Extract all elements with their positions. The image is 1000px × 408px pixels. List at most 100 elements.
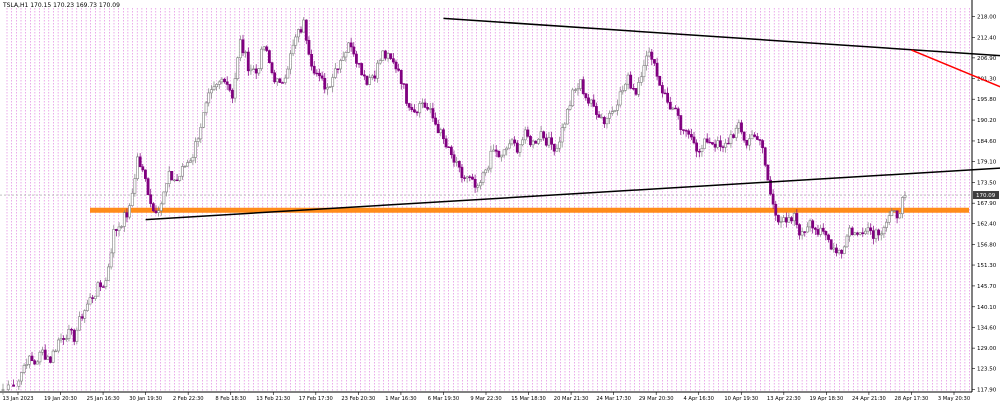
candle [270,62,274,74]
candle [302,19,306,33]
candle [93,295,97,299]
candle [349,42,353,48]
candle [25,364,29,366]
trendline-downtrend[interactable] [911,49,1000,244]
candle [444,138,448,148]
candle [613,110,617,112]
candle [502,149,506,156]
candle [486,167,490,171]
candle [671,107,675,110]
candle [339,60,342,70]
candle [476,185,480,188]
candle [373,75,377,79]
candle [167,171,171,184]
candle [718,140,722,148]
candle [107,266,110,281]
candle [212,86,216,90]
trendline-resistance[interactable] [443,17,1000,66]
x-tick-label: 13 Jan 2023 [2,396,33,402]
candle [399,70,403,84]
candle [555,147,559,152]
candle [515,142,519,153]
x-tick-label: 30 Jan 19:30 [129,396,162,402]
candle [312,65,316,74]
candle [146,178,150,196]
candle [885,221,888,228]
candle [257,68,261,74]
candle [217,81,221,85]
candle [697,150,701,153]
candle [439,129,443,134]
candle [645,55,648,66]
candle [811,220,815,229]
candle [275,78,279,83]
candle [624,83,627,91]
candle [890,210,894,216]
candle [713,143,717,148]
x-tick-label: 28 Apr 17:30 [895,396,929,402]
x-tick-label: 13 Feb 21:30 [256,396,290,402]
candle [159,203,163,211]
candle [347,42,350,53]
x-tick-label: 4 Apr 16:30 [683,396,714,402]
y-tick-label: 156.80 [977,243,997,249]
candle [381,50,385,61]
x-tick-label: 17 Feb 17:30 [299,396,333,402]
y-tick-label: 117.90 [977,388,997,394]
candle [273,72,277,83]
candle [777,214,780,223]
candle [51,350,55,363]
candle [180,166,184,177]
candle [729,134,733,144]
candle [125,212,129,218]
x-tick-label: 19 Jan 20:30 [44,396,77,402]
candle [207,92,211,104]
candle [410,107,414,110]
candle [587,97,590,104]
candle [307,40,311,55]
candle [505,147,509,151]
candle [507,143,511,149]
candle [141,166,145,171]
candle [531,140,535,146]
candle [352,46,356,55]
candle [465,176,469,179]
candle [544,137,548,146]
candle [170,171,174,181]
candle [558,141,561,149]
candle [637,82,641,95]
candle [436,123,440,134]
candle [188,160,192,163]
candle [510,139,514,145]
candle [225,81,229,85]
candle [133,178,137,194]
candle [241,39,245,54]
x-tick-label: 6 Mar 19:30 [428,396,459,402]
candle [281,82,284,84]
candle [602,116,606,125]
candle [249,68,253,72]
candle [821,227,825,232]
candle [837,249,841,254]
candle [434,117,437,125]
candle [595,106,598,115]
candle [766,164,770,181]
candle [639,76,643,83]
candle [471,176,474,180]
candle [552,143,556,152]
candle [750,134,754,140]
candle [481,172,485,183]
candle [365,75,369,85]
candle [391,58,395,63]
candle [397,68,401,71]
candle [336,68,340,70]
candle [903,195,907,198]
trendline-support[interactable] [145,158,1000,221]
candle [523,129,527,141]
candle [579,79,582,89]
candle [30,355,34,362]
candle [260,48,263,69]
y-tick-label: 167.90 [977,201,997,207]
